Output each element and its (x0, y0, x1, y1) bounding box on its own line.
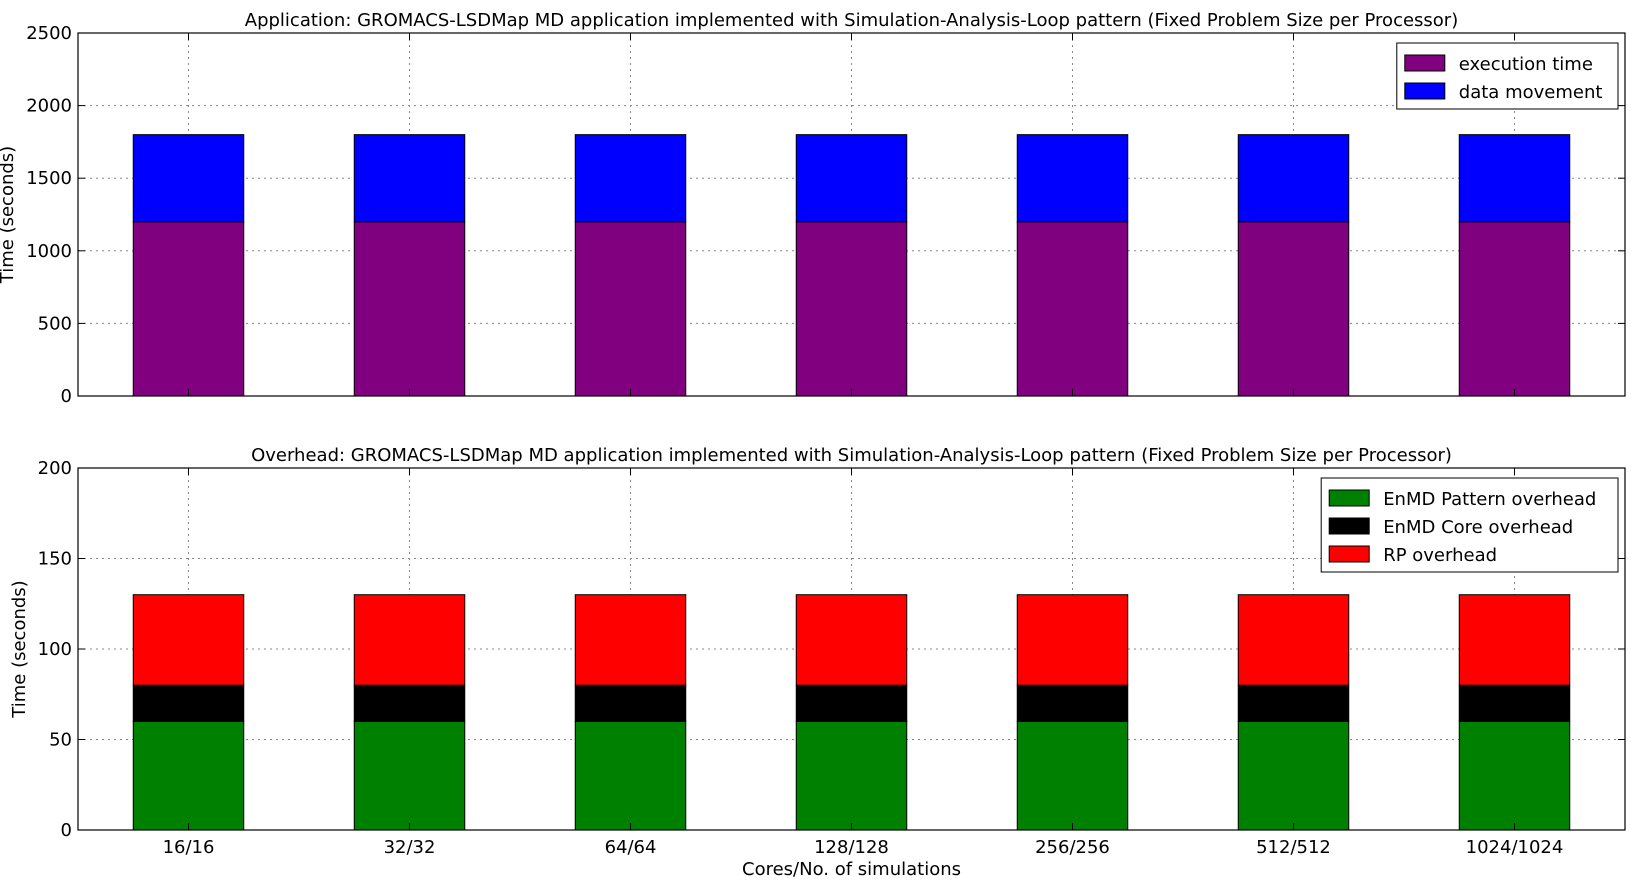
bar-2-3 (574, 134, 687, 223)
chart-title: Application: GROMACS-LSDMap MD applicati… (245, 10, 1458, 31)
y-axis-label: Time (seconds) (9, 580, 30, 718)
bar-3-5 (1016, 594, 1129, 686)
chart-title: Overhead: GROMACS-LSDMap MD application … (251, 445, 1452, 466)
legend-swatch (1404, 54, 1446, 72)
bar-2-7 (1458, 684, 1571, 722)
y-axis-label: Time (seconds) (0, 146, 18, 284)
y-tick-label: 150 (38, 549, 72, 570)
y-tick-label: 100 (38, 639, 72, 660)
chart-panel-2: 0 50 100 150 200 16/16 32/32 64/64 128/128 256/25… (9, 445, 1626, 880)
y-tick-label: 500 (38, 313, 72, 334)
bar-2-1 (132, 684, 245, 722)
y-tick-label: 2000 (26, 96, 72, 117)
bar-2-2 (353, 684, 466, 722)
bar-3-2 (353, 594, 466, 686)
bar-1-1 (132, 221, 245, 397)
bar-1-2 (353, 720, 466, 831)
legend-swatch (1404, 82, 1446, 100)
legend-box (1320, 477, 1619, 573)
bar-2-2 (353, 134, 466, 223)
bar-3-3 (574, 594, 687, 686)
x-tick-label: 32/32 (384, 837, 436, 858)
x-tick-label: 128/128 (814, 837, 889, 858)
legend-label: RP overhead (1383, 545, 1497, 566)
legend-swatch (1328, 489, 1370, 507)
bar-1-5 (1016, 720, 1129, 831)
bar-2-5 (1016, 134, 1129, 223)
bar-2-4 (795, 134, 908, 223)
bar-2-7 (1458, 134, 1571, 223)
bar-3-7 (1458, 594, 1571, 686)
y-tick-label: 0 (61, 820, 72, 841)
y-tick-label: 2500 (26, 23, 72, 44)
bar-1-2 (353, 221, 466, 397)
x-tick-label: 256/256 (1035, 837, 1110, 858)
bar-3-6 (1237, 594, 1350, 686)
bar-1-1 (132, 720, 245, 831)
bar-3-1 (132, 594, 245, 686)
bar-2-3 (574, 684, 687, 722)
legend: execution time data movement (1396, 42, 1619, 110)
bar-3-4 (795, 594, 908, 686)
y-tick-label: 50 (49, 730, 72, 751)
bar-1-7 (1458, 720, 1571, 831)
bar-2-1 (132, 134, 245, 223)
bar-2-6 (1237, 134, 1350, 223)
legend-label: data movement (1459, 82, 1603, 103)
bar-1-3 (574, 221, 687, 397)
bar-2-5 (1016, 684, 1129, 722)
x-tick-label: 16/16 (163, 837, 215, 858)
legend-swatch (1328, 545, 1370, 563)
bar-1-4 (795, 221, 908, 397)
x-tick-label: 64/64 (605, 837, 657, 858)
legend-label: EnMD Pattern overhead (1383, 489, 1596, 510)
y-tick-label: 200 (38, 458, 72, 479)
y-tick-label: 0 (61, 386, 72, 407)
bar-1-6 (1237, 720, 1350, 831)
legend-label: execution time (1459, 54, 1593, 75)
bar-1-7 (1458, 221, 1571, 397)
bar-1-4 (795, 720, 908, 831)
bar-1-5 (1016, 221, 1129, 397)
bar-2-6 (1237, 684, 1350, 722)
y-tick-label: 1000 (26, 241, 72, 262)
legend: EnMD Pattern overhead EnMD Core overhead R… (1320, 477, 1619, 573)
x-tick-label: 1024/1024 (1466, 837, 1564, 858)
chart-panel-1: 0 500 1000 1500 2000 2500 Application: GROMACS… (0, 10, 1626, 407)
bar-2-4 (795, 684, 908, 722)
x-axis-label: Cores/No. of simulations (742, 859, 961, 880)
legend-swatch (1328, 517, 1370, 535)
bar-1-3 (574, 720, 687, 831)
bar-1-6 (1237, 221, 1350, 397)
legend-label: EnMD Core overhead (1383, 517, 1573, 538)
x-tick-label: 512/512 (1256, 837, 1331, 858)
y-tick-label: 1500 (26, 168, 72, 189)
